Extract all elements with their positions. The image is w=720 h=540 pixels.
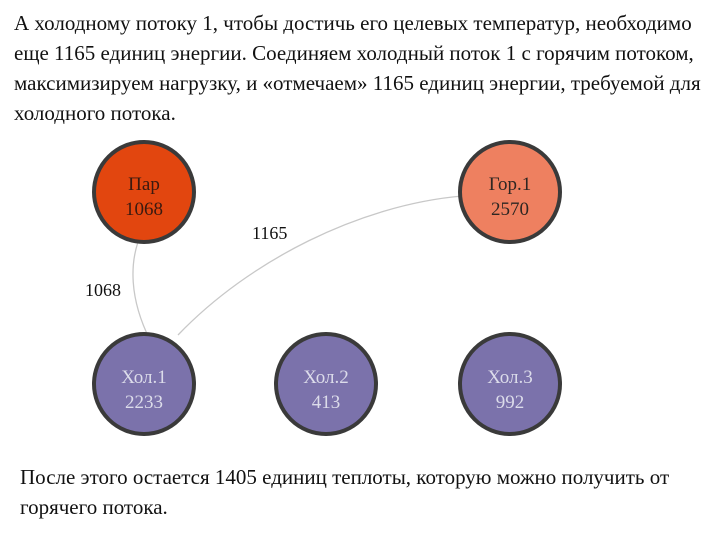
edge-hot1-cold1 <box>177 195 463 336</box>
node-cold2-circle <box>274 332 378 436</box>
node-cold1-circle <box>92 332 196 436</box>
node-cold1: Хол.1 2233 <box>92 332 196 436</box>
node-steam: Пар 1068 <box>92 140 196 244</box>
node-hot1-value: 2570 <box>491 199 529 220</box>
node-hot1-circle <box>458 140 562 244</box>
node-cold3-circle <box>458 332 562 436</box>
node-cold1-name: Хол.1 <box>121 367 167 388</box>
node-steam-circle <box>92 140 196 244</box>
node-hot1-name: Гор.1 <box>489 174 532 195</box>
outro-background <box>16 458 516 532</box>
edge-label-steam-cold1: 1068 <box>85 280 121 300</box>
node-cold3-name: Хол.3 <box>487 367 533 388</box>
node-cold2-name: Хол.2 <box>303 367 349 388</box>
node-cold1-value: 2233 <box>125 392 163 413</box>
node-cold3-value: 992 <box>496 392 525 413</box>
node-hot1: Гор.1 2570 <box>458 140 562 244</box>
node-cold2: Хол.2 413 <box>274 332 378 436</box>
outro-paragraph: После этого остается 1405 единиц теплоты… <box>20 465 670 519</box>
node-steam-name: Пар <box>128 174 160 195</box>
intro-paragraph: А холодному потоку 1, чтобы достичь его … <box>14 11 701 125</box>
node-cold3: Хол.3 992 <box>458 332 562 436</box>
edge-steam-cold1 <box>132 231 151 341</box>
node-steam-value: 1068 <box>125 199 163 220</box>
edge-label-hot1-cold1: 1165 <box>252 223 287 243</box>
node-cold2-value: 413 <box>312 392 341 413</box>
